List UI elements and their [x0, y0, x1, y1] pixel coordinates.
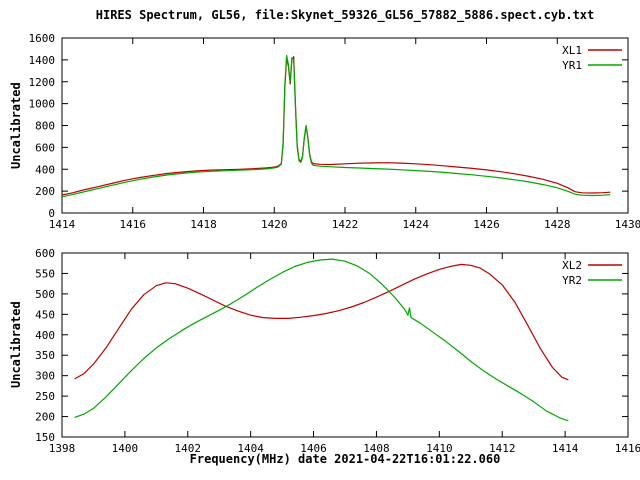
y-tick-label: 600 [35, 141, 55, 154]
x-tick-label: 1422 [332, 218, 359, 231]
y-tick-label: 400 [35, 329, 55, 342]
legend-label-xl1: XL1 [562, 44, 582, 57]
y-tick-label: 200 [35, 185, 55, 198]
y-tick-label: 400 [35, 163, 55, 176]
x-tick-label: 1402 [175, 442, 202, 455]
x-tick-label: 1420 [261, 218, 288, 231]
chart-title: HIRES Spectrum, GL56, file:Skynet_59326_… [95, 8, 595, 22]
x-tick-label: 1418 [190, 218, 217, 231]
x-tick-label: 1412 [489, 442, 516, 455]
y-tick-label: 500 [35, 288, 55, 301]
y-tick-label: 250 [35, 390, 55, 403]
series-line-xl2 [74, 263, 569, 381]
x-tick-label: 1404 [237, 442, 264, 455]
x-tick-label: 1414 [49, 218, 76, 231]
x-tick-label: 1416 [615, 442, 640, 455]
x-axis-label: Frequency(MHz) date 2021-04-22T16:01:22.… [189, 452, 501, 466]
x-tick-label: 1428 [544, 218, 571, 231]
y-tick-label: 1400 [29, 54, 56, 67]
y-tick-label: 550 [35, 267, 55, 280]
y-tick-label: 350 [35, 349, 55, 362]
y-tick-label: 600 [35, 247, 55, 260]
x-tick-label: 1424 [403, 218, 430, 231]
y-axis-label-top: Uncalibrated [9, 82, 23, 169]
x-tick-label: 1410 [426, 442, 453, 455]
x-tick-label: 1430 [615, 218, 640, 231]
x-tick-label: 1416 [120, 218, 147, 231]
y-tick-label: 450 [35, 308, 55, 321]
y-tick-label: 150 [35, 431, 55, 444]
y-tick-label: 1200 [29, 76, 56, 89]
y-tick-label: 300 [35, 370, 55, 383]
series-line-yr2 [74, 258, 569, 422]
y-tick-label: 0 [48, 207, 55, 220]
x-tick-label: 1408 [363, 442, 390, 455]
x-tick-label: 1398 [49, 442, 76, 455]
x-tick-label: 1414 [552, 442, 579, 455]
legend-label-yr2: YR2 [562, 274, 582, 287]
legend-label-xl2: XL2 [562, 259, 582, 272]
x-tick-label: 1426 [473, 218, 500, 231]
plot-border [61, 37, 629, 214]
legend-label-yr1: YR1 [562, 59, 582, 72]
y-axis-label-bottom: Uncalibrated [9, 301, 23, 388]
series-line-yr1 [61, 54, 611, 198]
y-tick-label: 800 [35, 120, 55, 133]
y-tick-label: 1600 [29, 32, 56, 45]
series-line-xl1 [61, 55, 611, 196]
y-tick-label: 200 [35, 411, 55, 424]
x-tick-label: 1400 [112, 442, 139, 455]
x-tick-label: 1406 [300, 442, 327, 455]
plot-border [61, 252, 629, 438]
y-tick-label: 1000 [29, 98, 56, 111]
